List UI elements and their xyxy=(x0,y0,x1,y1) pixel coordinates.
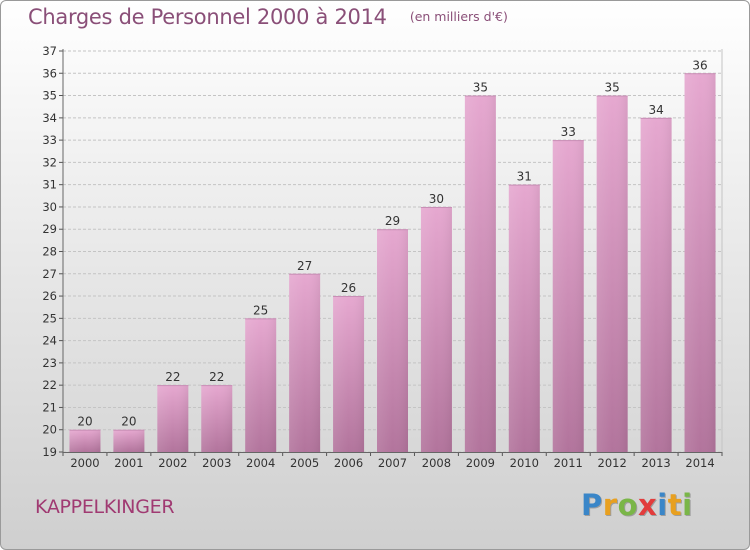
y-tick-label: 22 xyxy=(42,378,57,392)
x-axis-ticks: 2000 2001 2002 2003 2004 2005 2006 2007 2008 2009… xyxy=(62,452,723,470)
y-tick-label: 23 xyxy=(42,356,57,370)
y-tick-label: 37 xyxy=(42,44,57,58)
title-row: Charges de Personnel 2000 à 2014 (en mil… xyxy=(28,5,508,29)
commune-name: KAPPELKINGER xyxy=(35,496,175,518)
y-tick-label: 30 xyxy=(42,200,57,214)
y-tick-label: 21 xyxy=(42,400,57,414)
x-tick-label: 2003 xyxy=(202,456,231,470)
y-tick-label: 20 xyxy=(42,423,57,437)
chart-title: Charges de Personnel 2000 à 2014 xyxy=(28,5,387,29)
y-tick-label: 32 xyxy=(42,155,57,169)
value-label: 34 xyxy=(648,103,663,117)
x-tick-label: 2005 xyxy=(290,456,319,470)
x-tick-label: 2009 xyxy=(466,456,495,470)
x-tick-label: 2012 xyxy=(598,456,627,470)
y-tick-label: 34 xyxy=(42,111,57,125)
value-label: 31 xyxy=(517,170,532,184)
value-label: 22 xyxy=(165,370,180,384)
x-tick-label: 2010 xyxy=(510,456,539,470)
value-label: 35 xyxy=(605,81,620,95)
value-label: 35 xyxy=(473,81,488,95)
bar-shine xyxy=(552,140,584,452)
y-tick-label: 31 xyxy=(42,178,57,192)
bar-shine xyxy=(377,229,408,452)
x-tick-label: 2007 xyxy=(378,456,407,470)
logo-letter: o xyxy=(617,488,639,522)
x-tick-label: 2014 xyxy=(685,456,714,470)
bar-shine xyxy=(684,73,716,453)
value-label: 36 xyxy=(692,58,707,72)
value-label: 26 xyxy=(341,281,356,295)
y-axis-ticks: 19 20 21 22 23 24 25 26 27 28 29 30 31 32 33 34 35 36 37 xyxy=(42,44,63,459)
y-tick-label: 24 xyxy=(42,334,57,348)
x-tick-label: 2000 xyxy=(70,456,99,470)
axes xyxy=(62,49,723,453)
y-tick-label: 35 xyxy=(42,89,57,103)
logo-letter: P xyxy=(581,488,603,522)
x-tick-label: 2013 xyxy=(641,456,670,470)
logo-letter: i xyxy=(682,488,693,522)
x-tick-label: 2001 xyxy=(114,456,143,470)
value-label: 33 xyxy=(561,125,576,139)
proxiti-logo: Proxiti xyxy=(581,488,693,522)
value-label: 30 xyxy=(429,192,444,206)
y-tick-label: 26 xyxy=(42,289,57,303)
x-tick-label: 2004 xyxy=(246,456,275,470)
y-tick-label: 33 xyxy=(42,133,57,147)
bar-shine xyxy=(113,429,145,452)
y-tick-label: 27 xyxy=(42,267,57,281)
bar-shine xyxy=(640,117,672,452)
bar-shine xyxy=(289,273,321,452)
bar-shine xyxy=(333,296,365,452)
value-label: 29 xyxy=(385,214,400,228)
bar-shine xyxy=(420,206,452,452)
value-label: 20 xyxy=(121,415,136,429)
x-tick-label: 2006 xyxy=(334,456,363,470)
value-label: 22 xyxy=(209,370,224,384)
bar-shine xyxy=(508,184,540,452)
y-tick-label: 19 xyxy=(42,445,57,459)
bar-shine xyxy=(201,385,233,452)
value-label: 20 xyxy=(77,415,92,429)
bar-shine xyxy=(245,318,277,452)
value-label: 27 xyxy=(297,259,312,273)
y-tick-label: 36 xyxy=(42,66,57,80)
bar-shine xyxy=(464,95,496,453)
y-tick-label: 29 xyxy=(42,222,57,236)
logo-letter: i xyxy=(657,488,668,522)
x-tick-label: 2008 xyxy=(422,456,451,470)
bar-shine xyxy=(69,429,101,452)
y-tick-label: 28 xyxy=(42,245,57,259)
value-label: 25 xyxy=(253,303,268,317)
bar-shine xyxy=(157,385,189,452)
logo-letter: x xyxy=(638,488,658,522)
chart-subtitle: (en milliers d'€) xyxy=(409,9,508,24)
logo-letter: t xyxy=(667,488,683,522)
x-tick-label: 2002 xyxy=(158,456,187,470)
y-tick-label: 25 xyxy=(42,311,57,325)
value-labels: 20 20 22 22 25 27 26 29 30 35 31 33 35 34 36 xyxy=(77,58,707,428)
x-tick-label: 2011 xyxy=(554,456,583,470)
logo-letter: r xyxy=(602,488,618,522)
bar-shine xyxy=(596,95,628,453)
bars xyxy=(69,73,716,453)
